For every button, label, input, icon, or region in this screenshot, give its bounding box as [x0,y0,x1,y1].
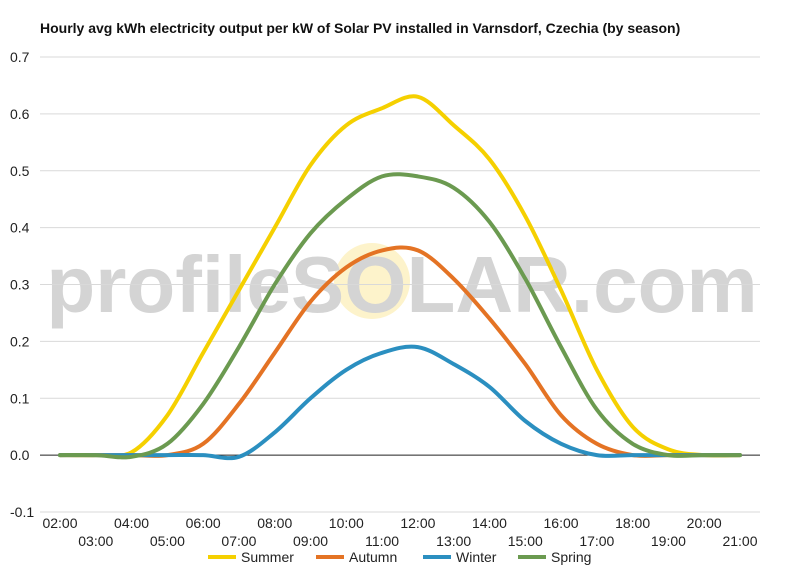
x-tick-label: 05:00 [150,533,185,549]
x-axis: 02:00 04:00 06:00 08:00 10:00 12:00 14:00 16:00… [42,515,757,549]
x-tick-label: 02:00 [42,515,77,531]
series-line-summer [58,94,742,459]
legend-label: Spring [551,549,591,565]
x-tick-label: 10:00 [329,515,364,531]
series-lines [58,94,742,461]
series-line-spring [58,172,742,460]
x-tick-label: 17:00 [579,533,614,549]
x-tick-label: 19:00 [651,533,686,549]
x-tick-label: 18:00 [615,515,650,531]
x-tick-label: 06:00 [186,515,221,531]
legend: Summer Autumn Winter Spring [208,549,591,565]
y-tick-label: 0.4 [10,220,30,236]
legend-item-winter: Winter [423,549,497,565]
x-tick-label: 14:00 [472,515,507,531]
x-tick-label: 03:00 [78,533,113,549]
x-tick-label: 04:00 [114,515,149,531]
x-tick-label: 07:00 [221,533,256,549]
y-tick-label: 0.6 [10,106,30,122]
y-axis: 0.7 0.6 0.5 0.4 0.3 0.2 0.1 0.0 -0.1 [10,49,34,520]
y-tick-label: 0.2 [10,333,30,349]
x-tick-label: 15:00 [508,533,543,549]
y-tick-label: -0.1 [10,504,34,520]
y-tick-label: 0.0 [10,447,30,463]
x-tick-label: 20:00 [687,515,722,531]
legend-item-summer: Summer [208,549,294,565]
x-tick-label: 08:00 [257,515,292,531]
x-tick-label: 09:00 [293,533,328,549]
y-tick-label: 0.1 [10,390,30,406]
series-line-winter [58,344,742,461]
legend-item-spring: Spring [518,549,591,565]
x-tick-label: 11:00 [365,533,399,549]
legend-label: Autumn [349,549,397,565]
legend-label: Summer [241,549,294,565]
legend-label: Winter [456,549,497,565]
x-tick-label: 13:00 [436,533,471,549]
x-tick-label: 16:00 [544,515,579,531]
y-tick-label: 0.7 [10,49,30,65]
x-tick-label: 12:00 [400,515,435,531]
x-tick-label: 21:00 [722,533,757,549]
chart-title: Hourly avg kWh electricity output per kW… [40,20,680,36]
y-tick-label: 0.5 [10,163,30,179]
legend-item-autumn: Autumn [316,549,397,565]
y-tick-label: 0.3 [10,277,30,293]
